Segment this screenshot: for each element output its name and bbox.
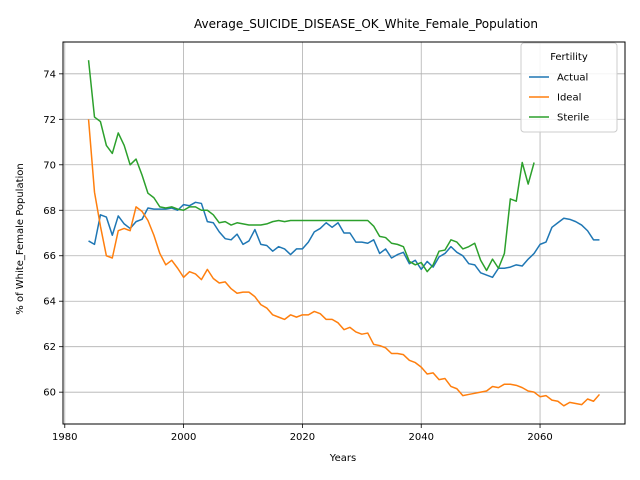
series-line-actual [88,201,600,279]
series-line-ideal [87,119,601,407]
y-axis-label: % of White_Female Population [15,163,26,314]
x-tick-label: 1980 [52,432,77,443]
y-tick-label: 70 [43,160,56,171]
y-tick-label: 74 [43,69,56,80]
chart-title: Average_SUICIDE_DISEASE_OK_White_Female_… [194,17,538,31]
legend: Fertility Actual Ideal Sterile [520,42,618,133]
x-tick-label: 2020 [290,432,315,443]
x-tick-label: 2040 [409,432,434,443]
y-axis: 60 62 64 66 68 70 72 74 [43,69,63,399]
legend-items: Actual Ideal Sterile [529,73,589,124]
y-tick-label: 68 [43,206,56,217]
series-lines [87,60,601,407]
legend-frame [520,42,618,133]
y-tick-label: 72 [43,115,56,126]
legend-title: Fertility [550,52,588,63]
series-line-sterile [87,60,535,273]
legend-label-ideal: Ideal [557,93,581,104]
y-tick-label: 60 [43,388,56,399]
x-axis-label: Years [329,453,356,464]
x-tick-label: 2060 [527,432,552,443]
x-axis: 1980 2000 2020 2040 2060 [52,424,553,443]
x-tick-label: 2000 [171,432,196,443]
plot-frame [62,41,626,425]
y-tick-label: 64 [43,297,56,308]
y-tick-label: 62 [43,342,56,353]
legend-label-sterile: Sterile [557,113,589,124]
legend-label-actual: Actual [557,73,588,84]
y-tick-label: 66 [43,251,56,262]
